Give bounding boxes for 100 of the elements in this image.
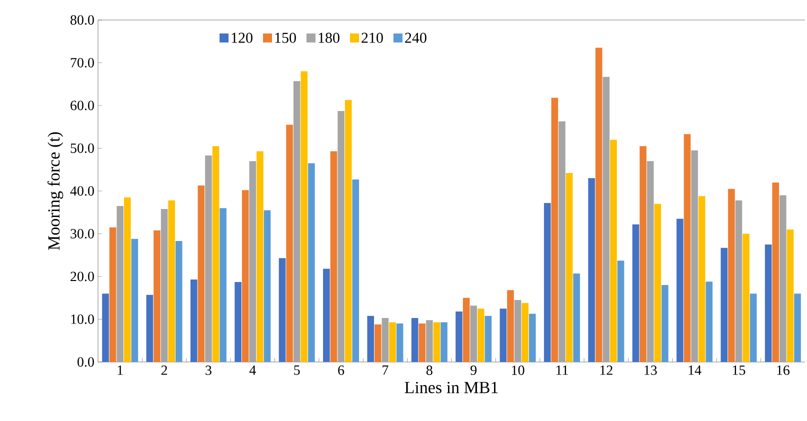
bar [418,324,426,362]
x-axis-title: Lines in MB1 [404,382,498,394]
x-tick-label: 8 [426,366,432,375]
bar [389,322,396,362]
legend-label: 120 [232,32,252,43]
bar [293,81,300,362]
x-tick-label: 10 [512,366,524,375]
bar [367,316,374,362]
bar [433,322,440,362]
bar [352,179,360,362]
bar [338,111,344,362]
bar [728,188,735,362]
legend-label: 180 [318,32,340,43]
y-tick-label: 40.0 [70,186,94,196]
bar [124,197,131,362]
bar [146,294,154,362]
bar [500,308,507,362]
y-tick-label: 20.0 [70,272,94,282]
bar [308,163,315,362]
bar [566,173,573,362]
bar [256,151,264,362]
y-tick-label: 70.0 [70,58,94,68]
x-tick-label: 1 [118,366,123,375]
bar [544,202,551,362]
bar [528,314,536,362]
x-tick-label: 13 [644,366,657,375]
bar [374,324,382,362]
bar [595,48,602,362]
y-tick-label: 60.0 [70,100,94,110]
bar [484,316,492,362]
y-tick-label: 30.0 [70,228,94,239]
legend-label: 150 [275,32,296,43]
bar [698,196,706,362]
bar [610,140,617,362]
bar [558,121,566,362]
bar [588,178,595,362]
bar [330,151,338,362]
bar [205,156,212,362]
bar [676,218,684,362]
legend-label: 240 [405,32,426,43]
bar [654,204,662,362]
bar [646,161,654,362]
bar [426,320,433,362]
bar [514,300,522,362]
y-tick-label: 10.0 [71,314,94,324]
x-tick-label: 15 [732,366,746,375]
x-tick-label: 6 [338,366,344,375]
bar [264,210,271,362]
bar [242,190,249,362]
bar [278,258,286,362]
legend-label: 210 [362,32,383,43]
bar [234,282,242,362]
bar [198,185,205,362]
bar [750,294,757,362]
bar [462,298,470,362]
bar [160,208,168,362]
bar [691,150,698,362]
x-tick-label: 2 [161,366,168,375]
bar [780,195,786,362]
bar [551,98,558,362]
bar [522,303,528,362]
bar [735,200,742,362]
bar [344,100,352,362]
bar [742,234,750,362]
bar [456,312,462,362]
bar [507,290,514,362]
bar [249,161,256,362]
bar [102,294,109,362]
y-tick-label: 0.0 [78,357,94,367]
bar [786,229,794,362]
bar [175,241,182,362]
x-tick-label: 3 [206,366,212,375]
x-tick-label: 12 [600,366,612,375]
x-tick-label: 16 [777,366,790,375]
bar [764,244,772,362]
bar [131,238,138,362]
y-tick-label: 80.0 [70,15,94,25]
x-tick-label: 14 [688,366,702,375]
y-axis-title: Mooring force (t) [48,132,64,250]
bar [212,146,220,362]
bar [794,294,801,362]
bar [411,318,418,362]
bar [706,282,713,362]
x-tick-label: 7 [382,366,388,375]
x-tick-label: 4 [249,366,256,375]
bar [382,318,389,362]
bar [154,230,160,362]
bar [300,71,308,362]
y-tick-label: 50.0 [70,143,94,154]
x-tick-label: 9 [470,366,477,375]
bar [573,274,580,362]
x-tick-label: 5 [294,366,300,375]
bar [190,279,198,362]
bar [617,260,624,362]
bar [109,227,116,362]
bar [684,134,691,362]
bar [323,268,330,362]
bar [640,146,646,362]
bar [116,206,124,362]
bar [478,308,484,362]
